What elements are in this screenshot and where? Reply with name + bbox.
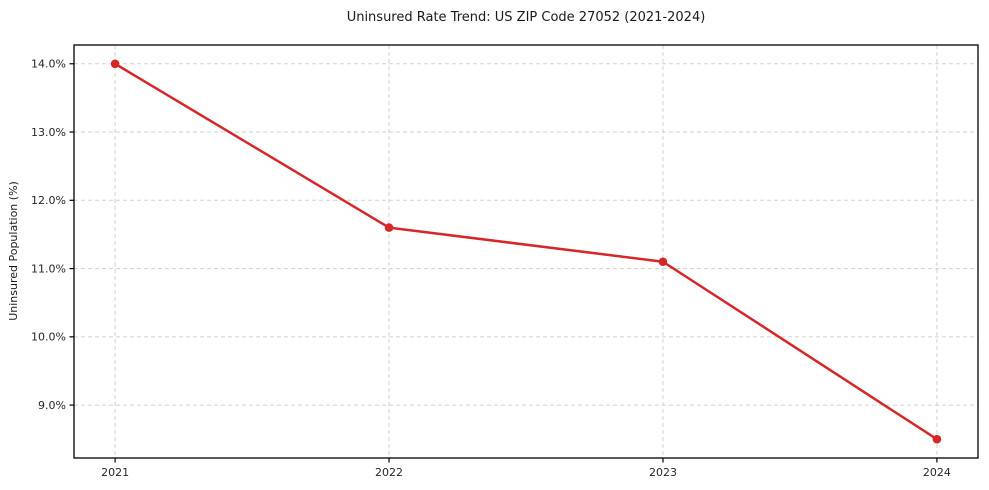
x-tick-label: 2024 bbox=[923, 466, 951, 479]
y-tick-label: 11.0% bbox=[31, 262, 66, 275]
data-point-marker bbox=[658, 257, 668, 267]
y-tick-label: 13.0% bbox=[31, 126, 66, 139]
grid-layer bbox=[74, 45, 978, 458]
tick-label-layer: 2021 2022 2023 2024 9.0% 10.0% 11.0% 12.0% 13.0%… bbox=[31, 58, 951, 479]
trend-line bbox=[113, 62, 939, 441]
x-tick-label: 2023 bbox=[649, 466, 677, 479]
axes-border bbox=[73, 44, 979, 459]
series-layer bbox=[110, 59, 942, 444]
chart-title: Uninsured Rate Trend: US ZIP Code 27052 … bbox=[347, 10, 706, 25]
x-tick-label: 2021 bbox=[101, 466, 129, 479]
axis-layer bbox=[69, 44, 979, 463]
data-point-marker bbox=[384, 223, 394, 232]
y-tick-label: 12.0% bbox=[31, 194, 66, 207]
y-tick-label: 9.0% bbox=[38, 399, 66, 412]
x-tick-label: 2022 bbox=[375, 466, 403, 479]
data-point-marker bbox=[932, 434, 942, 444]
data-point-marker bbox=[110, 59, 120, 69]
y-tick-label: 14.0% bbox=[31, 58, 66, 71]
y-tick-label: 10.0% bbox=[31, 331, 66, 344]
y-axis-label: Uninsured Population (%) bbox=[7, 181, 20, 321]
